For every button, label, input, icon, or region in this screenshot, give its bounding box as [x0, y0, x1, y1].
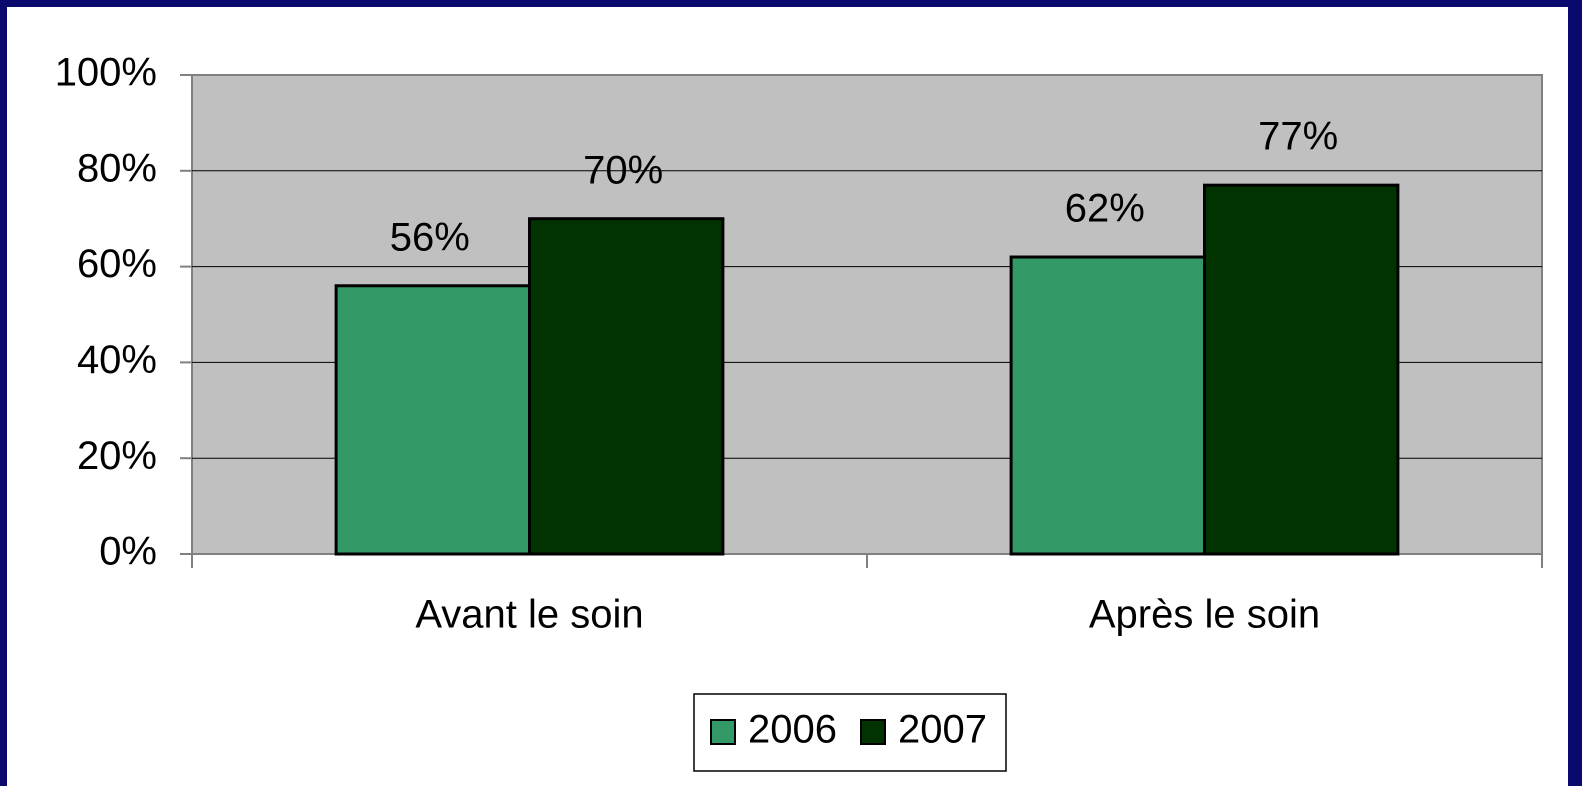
- bar: [1009, 255, 1206, 556]
- bar: [528, 217, 725, 556]
- y-tick-label: 0%: [99, 530, 157, 574]
- legend: [693, 693, 1007, 772]
- value-label: 56%: [390, 215, 470, 259]
- legend-label: 2006: [748, 708, 837, 752]
- bar: [1203, 183, 1400, 556]
- y-tick-label: 100%: [55, 51, 157, 95]
- y-tick-label: 80%: [77, 146, 157, 190]
- value-label: 70%: [583, 148, 663, 192]
- y-tick-label: 40%: [77, 338, 157, 382]
- legend-swatch: [860, 719, 886, 745]
- bar: [334, 284, 531, 556]
- legend-swatch: [710, 719, 736, 745]
- x-tick-label: Avant le soin: [415, 593, 643, 637]
- value-label: 77%: [1258, 115, 1338, 159]
- legend-label: 2007: [898, 708, 987, 752]
- y-tick-label: 20%: [77, 434, 157, 478]
- value-label: 62%: [1065, 187, 1145, 231]
- x-tick-label: Après le soin: [1089, 593, 1320, 637]
- y-tick-label: 60%: [77, 242, 157, 286]
